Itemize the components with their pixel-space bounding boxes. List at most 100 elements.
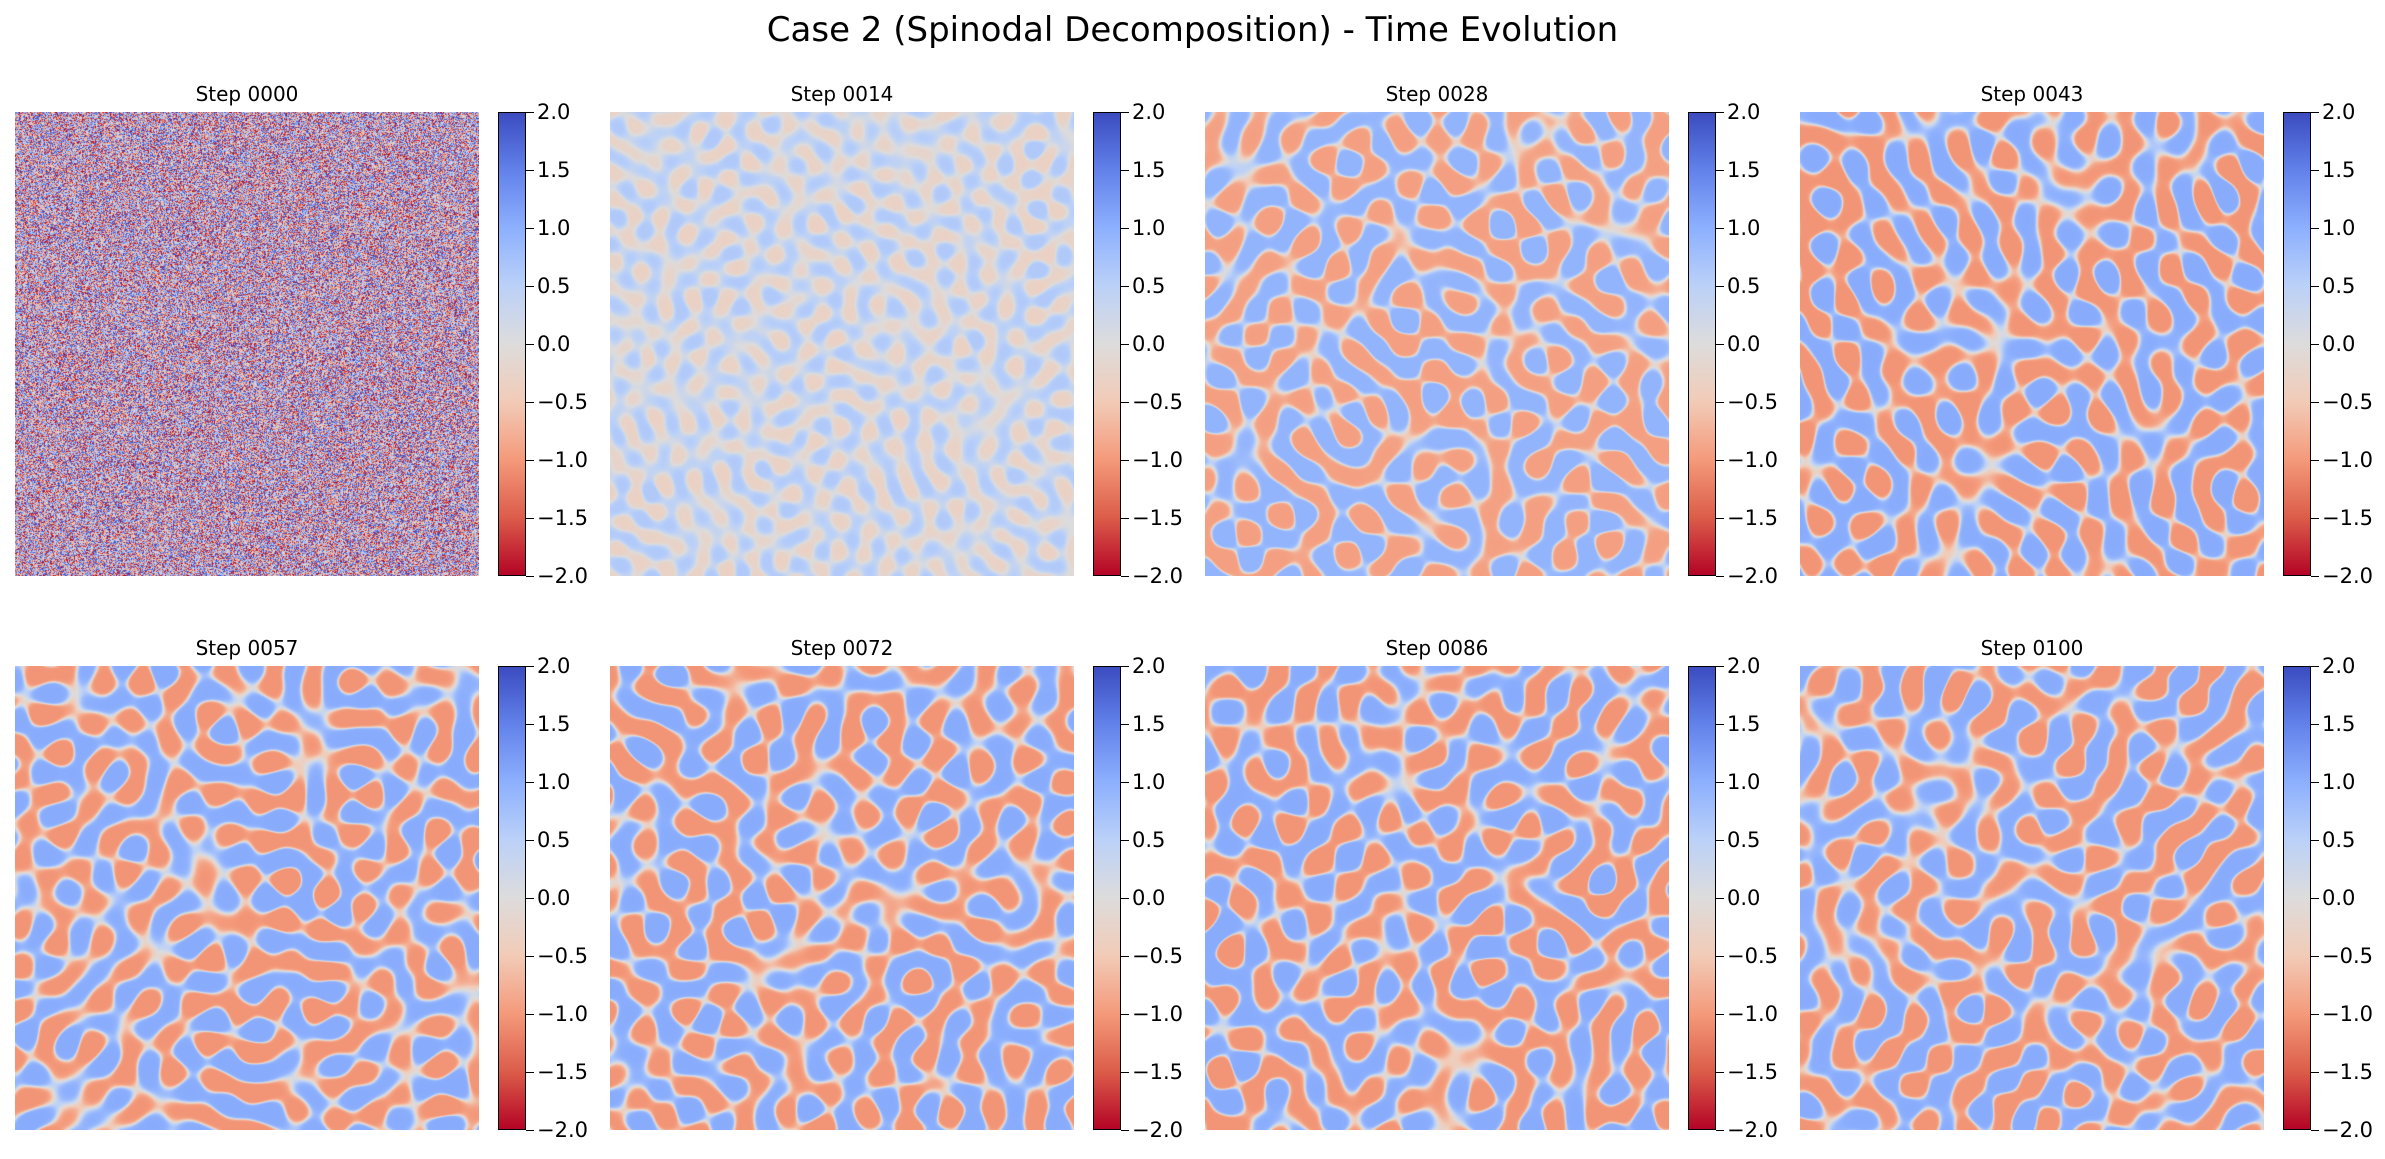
colorbar — [1688, 666, 1716, 1130]
colorbar-tick — [526, 1013, 534, 1015]
colorbar-tick — [1716, 459, 1724, 461]
colorbar-tick-label: 2.0 — [537, 100, 571, 124]
colorbar-tick — [1121, 839, 1129, 841]
colorbar-tick — [526, 169, 534, 171]
colorbar-tick-label: −0.5 — [537, 944, 588, 968]
colorbar-tick-label: −1.0 — [537, 448, 588, 472]
colorbar-tick-label: −2.0 — [1132, 564, 1183, 588]
colorbar-tick — [2311, 517, 2319, 519]
colorbar — [1093, 112, 1121, 576]
colorbar-tick — [526, 285, 534, 287]
colorbar-tick — [1121, 575, 1129, 577]
colorbar-tick-label: 0.0 — [1132, 332, 1166, 356]
colorbar-tick-label: −2.0 — [1727, 1118, 1778, 1142]
colorbar-tick — [1121, 665, 1129, 667]
colorbar-tick — [1716, 839, 1724, 841]
colorbar-tick-label: 0.5 — [1132, 828, 1166, 852]
colorbar-tick — [526, 665, 534, 667]
colorbar-tick-label: −0.5 — [1132, 944, 1183, 968]
colorbar-tick — [2311, 401, 2319, 403]
panel-title: Step 0086 — [1385, 636, 1489, 660]
colorbar-tick-label: 0.5 — [1727, 828, 1761, 852]
colorbar-tick — [1716, 781, 1724, 783]
colorbar-tick — [526, 401, 534, 403]
colorbar — [1093, 666, 1121, 1130]
colorbar-tick-label: 1.5 — [1132, 158, 1166, 182]
colorbar-tick-label: 0.5 — [2322, 828, 2356, 852]
colorbar-tick-label: −1.5 — [1132, 1060, 1183, 1084]
colorbar-tick — [526, 781, 534, 783]
colorbar-tick — [1121, 1013, 1129, 1015]
panel-title: Step 0072 — [790, 636, 894, 660]
colorbar-tick-label: 1.0 — [1727, 216, 1761, 240]
colorbar-tick-label: 1.5 — [1727, 712, 1761, 736]
colorbar-tick — [526, 839, 534, 841]
colorbar-tick — [1716, 723, 1724, 725]
colorbar-tick-label: 2.0 — [1132, 654, 1166, 678]
colorbar-tick — [2311, 1013, 2319, 1015]
colorbar-tick-label: −1.5 — [1727, 1060, 1778, 1084]
colorbar-tick-label: −2.0 — [537, 564, 588, 588]
colorbar — [498, 666, 526, 1130]
colorbar-tick — [1121, 343, 1129, 345]
colorbar-tick-label: 1.5 — [2322, 158, 2356, 182]
colorbar-tick — [526, 955, 534, 957]
figure-title: Case 2 (Spinodal Decomposition) - Time E… — [766, 10, 1619, 50]
colorbar-tick — [1121, 1129, 1129, 1131]
colorbar-tick — [2311, 723, 2319, 725]
colorbar-tick — [2311, 111, 2319, 113]
colorbar-tick-label: −1.5 — [2322, 506, 2373, 530]
colorbar-tick-label: 1.5 — [537, 158, 571, 182]
colorbar-tick-label: −1.5 — [537, 506, 588, 530]
colorbar-tick-label: −0.5 — [1727, 390, 1778, 414]
panel-title: Step 0057 — [195, 636, 299, 660]
colorbar-tick — [526, 111, 534, 113]
colorbar-tick — [1716, 1129, 1724, 1131]
colorbar-tick — [2311, 897, 2319, 899]
colorbar-tick-label: 2.0 — [1727, 100, 1761, 124]
colorbar — [498, 112, 526, 576]
colorbar-tick — [2311, 839, 2319, 841]
colorbar-tick-label: −1.0 — [1132, 1002, 1183, 1026]
colorbar-tick — [1716, 897, 1724, 899]
colorbar-tick — [2311, 459, 2319, 461]
colorbar-tick — [1716, 169, 1724, 171]
heatmap-image — [15, 666, 479, 1130]
heatmap-image — [1205, 112, 1669, 576]
colorbar-tick-label: 1.5 — [2322, 712, 2356, 736]
heatmap-image — [610, 112, 1074, 576]
colorbar-tick-label: −0.5 — [2322, 390, 2373, 414]
colorbar-tick-label: −1.0 — [537, 1002, 588, 1026]
colorbar-tick-label: −1.0 — [1727, 1002, 1778, 1026]
colorbar-tick — [1121, 955, 1129, 957]
colorbar-tick-label: −1.0 — [2322, 448, 2373, 472]
colorbar-tick — [1121, 781, 1129, 783]
colorbar-tick-label: −1.5 — [1727, 506, 1778, 530]
panel-title: Step 0014 — [790, 82, 894, 106]
colorbar-tick-label: 0.5 — [1727, 274, 1761, 298]
heatmap-image — [1800, 112, 2264, 576]
colorbar — [2283, 112, 2311, 576]
colorbar-tick — [1121, 459, 1129, 461]
colorbar-tick-label: −1.0 — [2322, 1002, 2373, 1026]
colorbar-tick-label: −1.5 — [2322, 1060, 2373, 1084]
colorbar-tick — [526, 517, 534, 519]
colorbar — [1688, 112, 1716, 576]
colorbar-tick — [526, 227, 534, 229]
heatmap-image — [15, 112, 479, 576]
colorbar-tick — [1121, 111, 1129, 113]
colorbar-tick-label: 1.5 — [1132, 712, 1166, 736]
heatmap-image — [1800, 666, 2264, 1130]
colorbar-tick-label: 0.5 — [2322, 274, 2356, 298]
colorbar-tick — [1716, 517, 1724, 519]
colorbar-tick-label: 1.0 — [537, 770, 571, 794]
colorbar-tick — [1121, 897, 1129, 899]
colorbar-tick-label: −1.5 — [1132, 506, 1183, 530]
colorbar-tick-label: 1.5 — [537, 712, 571, 736]
colorbar-tick — [526, 343, 534, 345]
colorbar-tick-label: −1.0 — [1132, 448, 1183, 472]
colorbar-tick-label: 2.0 — [2322, 100, 2356, 124]
colorbar-tick — [526, 1071, 534, 1073]
colorbar-tick-label: −0.5 — [537, 390, 588, 414]
heatmap-image — [1205, 666, 1669, 1130]
